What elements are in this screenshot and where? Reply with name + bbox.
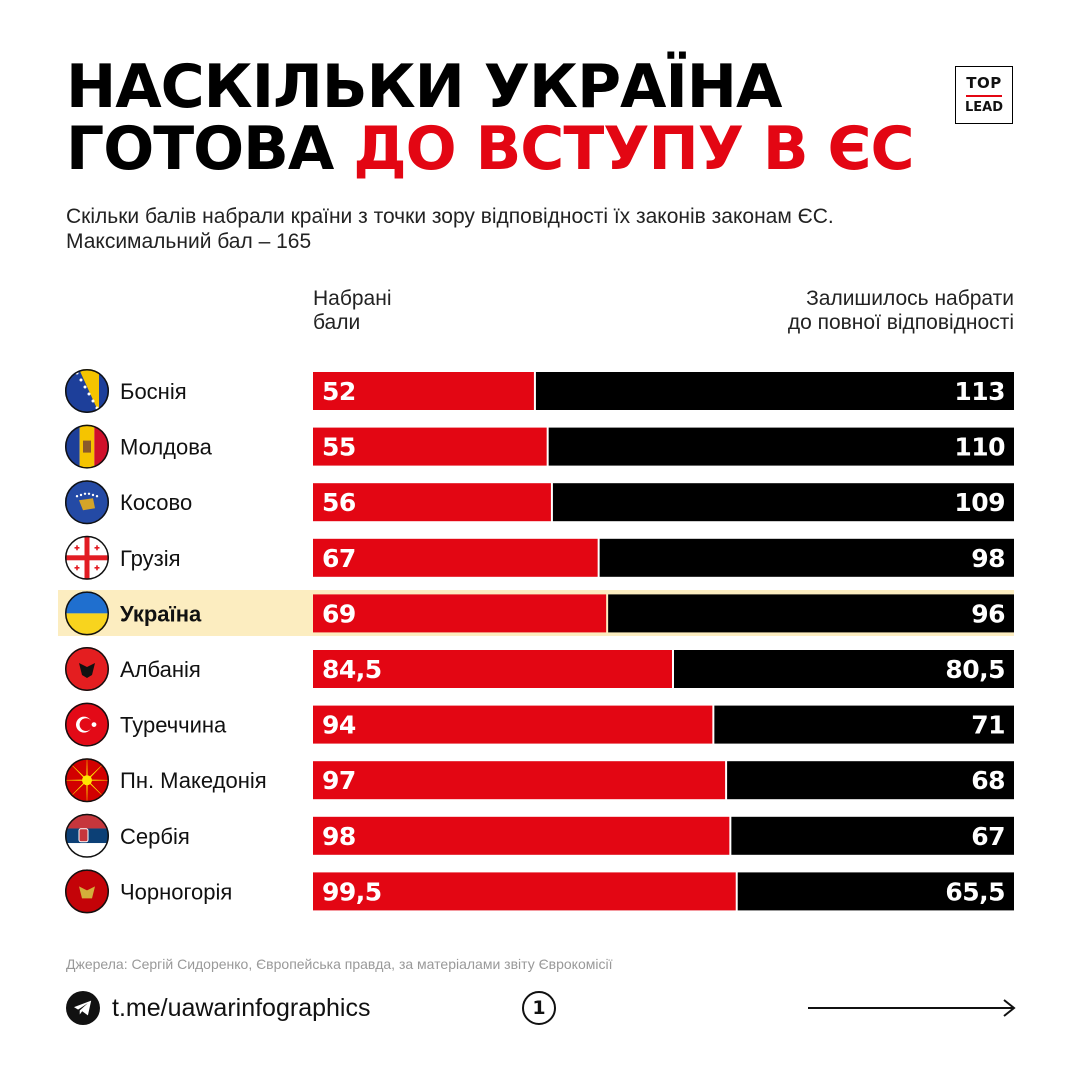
scored-value-label: 98	[322, 822, 356, 851]
subtitle: Скільки балів набрали країни з точки зор…	[66, 204, 1026, 254]
chart-row: Чорногорія 99,5 65,5	[65, 869, 1014, 914]
remaining-bar	[535, 372, 1014, 410]
country-label: Албанія	[120, 657, 201, 682]
remaining-value-label: 113	[954, 377, 1005, 406]
title-line-1: НАСКІЛЬКИ УКРАЇНА	[66, 52, 782, 122]
scored-bar	[313, 650, 672, 688]
scored-bar	[313, 594, 607, 633]
column-header-scored-line-1: Набрані	[313, 287, 392, 310]
country-label: Пн. Македонія	[120, 768, 267, 793]
country-label: Україна	[120, 601, 202, 626]
country-label: Молдова	[120, 435, 213, 460]
chart-row: Албанія 84,5 80,5	[65, 647, 1014, 691]
remaining-value-label: 67	[971, 822, 1005, 851]
scored-value-label: 52	[322, 377, 356, 406]
scored-value-label: 97	[322, 766, 356, 795]
page-title: НАСКІЛЬКИ УКРАЇНА ГОТОВА ДО ВСТУПУ В ЄС	[66, 52, 915, 180]
remaining-value-label: 80,5	[945, 655, 1005, 684]
remaining-value-label: 98	[971, 544, 1005, 573]
top-lead-logo: TOP LEAD	[955, 66, 1013, 124]
albania-flag-icon	[65, 647, 109, 691]
title-line-2: ГОТОВА ДО ВСТУПУ В ЄС	[66, 118, 915, 180]
telegram-icon	[66, 991, 100, 1025]
scored-value-label: 84,5	[322, 655, 382, 684]
remaining-bar	[731, 816, 1014, 855]
scored-value-label: 69	[322, 599, 356, 628]
scored-value-label: 55	[322, 433, 356, 462]
column-header-scored-line-2: бали	[313, 311, 361, 334]
remaining-bar	[673, 650, 1014, 688]
column-header-remaining-line-2: до повної відповідності	[787, 311, 1014, 334]
page-number: 1	[522, 991, 556, 1025]
chart-row: Україна 69 96	[65, 591, 1014, 636]
remaining-value-label: 109	[954, 488, 1005, 517]
scored-bar	[313, 872, 736, 911]
moldova-flag-icon	[65, 424, 109, 469]
remaining-value-label: 110	[954, 433, 1005, 462]
country-label: Косово	[120, 490, 192, 515]
remaining-value-label: 96	[971, 599, 1005, 628]
title-prefix: ГОТОВА	[66, 114, 354, 184]
scored-bar	[313, 816, 730, 855]
kosovo-flag-icon	[65, 480, 109, 525]
scored-bar	[313, 538, 598, 577]
scored-value-label: 56	[322, 488, 356, 517]
montenegro-flag-icon	[65, 869, 109, 914]
georgia-flag-icon	[65, 535, 109, 580]
scored-value-label: 99,5	[322, 877, 382, 906]
column-header-remaining-line-1: Залишилось набрати	[806, 287, 1014, 310]
remaining-value-label: 71	[971, 711, 1005, 740]
remaining-value-label: 68	[971, 766, 1005, 795]
chart-row: Сербія 98 67	[65, 813, 1014, 858]
arrow-right-icon[interactable]	[806, 998, 1018, 1018]
remaining-bar	[727, 761, 1014, 800]
source-note: Джерела: Сергій Сидоренко, Європейська п…	[66, 956, 613, 972]
scored-value-label: 67	[322, 544, 356, 573]
footer-link-text: t.me/uawarinfographics	[112, 993, 371, 1022]
scored-bar	[313, 483, 551, 522]
remaining-bar	[599, 538, 1014, 577]
subtitle-line-2: Максимальний бал – 165	[66, 230, 312, 253]
country-label: Сербія	[120, 824, 190, 849]
ukraine-flag-icon	[65, 591, 109, 636]
serbia-flag-icon	[65, 813, 109, 858]
footer-link[interactable]: t.me/uawarinfographics	[66, 990, 370, 1026]
chart-row: Пн. Македонія 97 68	[65, 758, 1014, 803]
chart-row: Боснія 52 113	[65, 369, 1014, 413]
remaining-bar	[714, 705, 1014, 744]
country-label: Боснія	[120, 379, 187, 404]
chart-row: Грузія 67 98	[65, 535, 1014, 580]
scored-bar	[313, 427, 547, 466]
chart-row: Молдова 55 110	[65, 424, 1014, 469]
north-macedonia-flag-icon	[65, 758, 109, 803]
turkey-flag-icon	[65, 702, 109, 747]
remaining-bar	[737, 872, 1014, 911]
scored-value-label: 94	[322, 711, 356, 740]
chart-row: Косово 56 109	[65, 480, 1014, 525]
country-label: Туреччина	[120, 713, 227, 738]
scored-bar	[313, 705, 713, 744]
logo-divider	[966, 95, 1002, 97]
remaining-bar	[552, 483, 1014, 522]
bosnia-flag-icon	[65, 369, 109, 413]
remaining-bar	[608, 594, 1014, 633]
remaining-bar	[548, 427, 1014, 466]
column-header-scored: Набрані бали	[313, 287, 392, 335]
scored-bar	[313, 372, 534, 410]
country-label: Грузія	[120, 546, 181, 571]
country-label: Чорногорія	[120, 879, 232, 904]
remaining-value-label: 65,5	[945, 877, 1005, 906]
chart-row: Туреччина 94 71	[65, 702, 1014, 747]
subtitle-line-1: Скільки балів набрали країни з точки зор…	[66, 205, 834, 228]
scored-bar	[313, 761, 726, 800]
logo-top-text: TOP	[966, 74, 1002, 92]
logo-bottom-text: LEAD	[964, 100, 1004, 115]
column-header-remaining: Залишилось набрати до повної відповіднос…	[788, 287, 1014, 335]
title-accent: ДО ВСТУПУ В ЄС	[353, 114, 914, 184]
